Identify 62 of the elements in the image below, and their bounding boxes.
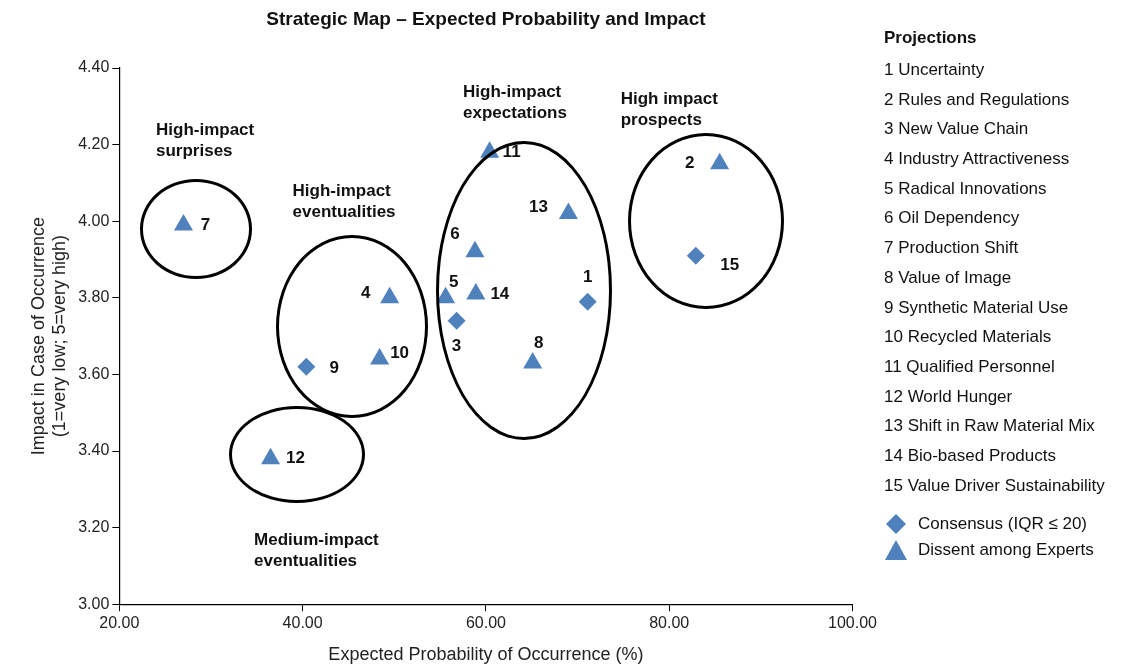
text: 3 New Value Chain bbox=[884, 119, 1030, 141]
annotation: 6 bbox=[450, 223, 460, 243]
point bbox=[261, 447, 281, 465]
point bbox=[558, 202, 578, 220]
annotation: High-impact expectations bbox=[463, 81, 567, 122]
y-tick-label: 3.60 bbox=[78, 364, 110, 382]
text: 1 Uncertainty bbox=[884, 60, 986, 81]
x-tick-label: 40.00 bbox=[282, 614, 323, 632]
text: 13 Shift in Raw Material Mix bbox=[884, 416, 1096, 438]
text: 5 Radical Innovations bbox=[884, 178, 1048, 200]
annotation: 4 bbox=[360, 283, 371, 303]
x-tick-label: 80.00 bbox=[649, 614, 690, 632]
annotation: 3 bbox=[451, 336, 462, 356]
annotation: 10 bbox=[390, 342, 410, 362]
text: 12 World Hunger bbox=[884, 386, 1014, 408]
annotation: 13 bbox=[528, 197, 548, 217]
text: 15 Value Driver Sustainability bbox=[884, 475, 1106, 497]
y-tick-label: 3.40 bbox=[78, 441, 110, 459]
x-tick-label: 100.00 bbox=[828, 614, 878, 632]
point bbox=[465, 240, 485, 258]
text: 2 Rules and Regulations bbox=[884, 89, 1071, 111]
y-tick-label: 4.20 bbox=[78, 135, 110, 153]
text: 6 Oil Dependency bbox=[884, 208, 1021, 230]
annotation: High-impact surprises bbox=[156, 119, 255, 160]
annotation: 15 bbox=[720, 255, 740, 275]
legend-title: Projections bbox=[884, 28, 978, 48]
text: 14 Bio-based Products bbox=[884, 445, 1057, 467]
annotation: 14 bbox=[490, 283, 510, 303]
annotation: High impact prospects bbox=[620, 89, 719, 130]
legend-label: Consensus (IQR ≤ 20) bbox=[918, 514, 1088, 535]
chart-title: Strategic Map – Expected Probability and Impact bbox=[266, 8, 707, 30]
text: 11 Qualified Personnel bbox=[884, 356, 1056, 378]
annotation: High-impact eventualities bbox=[292, 181, 396, 222]
legend-label: Dissent among Experts bbox=[918, 540, 1094, 561]
text: 8 Value of Image bbox=[884, 267, 1013, 289]
point bbox=[380, 286, 400, 304]
point bbox=[370, 348, 390, 365]
annotation: 2 bbox=[684, 153, 695, 173]
annotation: 7 bbox=[200, 214, 211, 234]
annotation: 12 bbox=[286, 448, 306, 468]
point bbox=[173, 214, 194, 231]
annotation: 1 bbox=[582, 267, 593, 287]
annotation: 8 bbox=[533, 332, 544, 352]
y-tick-label: 4.00 bbox=[78, 211, 110, 229]
y-tick-label: 3.00 bbox=[78, 594, 110, 612]
x-axis-title: Expected Probability of Occurrence (%) bbox=[328, 644, 644, 665]
x-tick-label: 60.00 bbox=[465, 614, 507, 632]
annotation: 5 bbox=[448, 272, 459, 292]
text: 7 Production Shift bbox=[884, 238, 1020, 260]
point bbox=[523, 351, 543, 369]
text: 9 Synthetic Material Use bbox=[884, 297, 1070, 319]
annotation: Medium-impact eventualities bbox=[254, 529, 380, 570]
annotation: 9 bbox=[329, 358, 340, 378]
point bbox=[466, 282, 486, 300]
y-tick-label: 4.40 bbox=[78, 58, 110, 76]
y-axis-title: Impact in Case of Occurrence (1=very low; 5=very high) bbox=[27, 217, 70, 456]
x-tick-label: 20.00 bbox=[99, 614, 140, 632]
y-tick-label: 3.20 bbox=[78, 518, 110, 536]
text: 4 Industry Attractiveness bbox=[884, 149, 1071, 171]
text: 10 Recycled Materials bbox=[884, 327, 1053, 349]
y-tick-label: 3.80 bbox=[78, 288, 110, 306]
point bbox=[710, 152, 730, 170]
